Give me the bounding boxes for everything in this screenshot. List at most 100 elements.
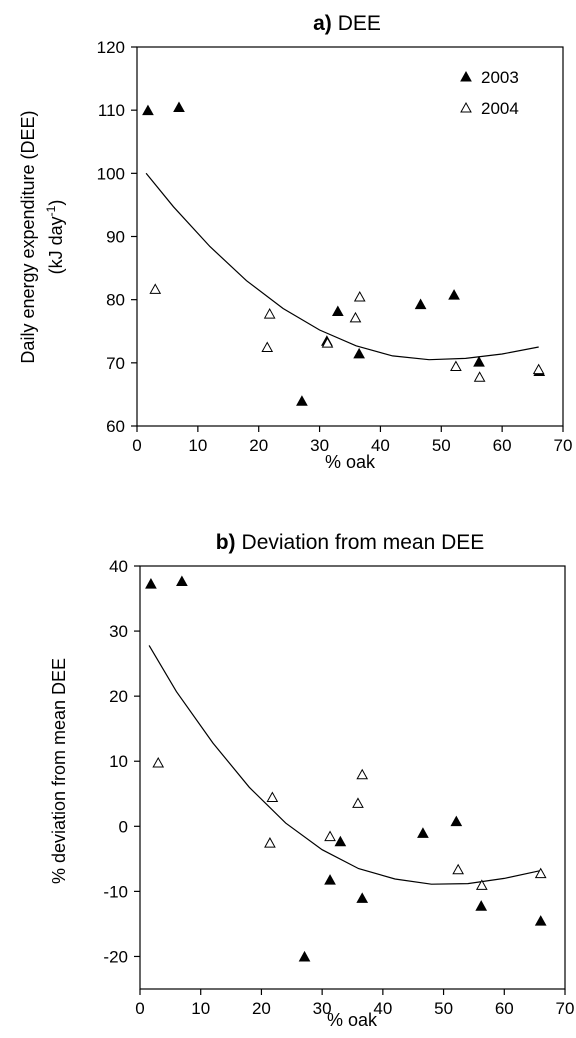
y-tick-label: 60: [106, 417, 125, 436]
data-point-2004: [450, 360, 462, 371]
panel-b-points: [145, 575, 547, 962]
data-point-2004: [473, 371, 486, 382]
data-point-2004: [264, 837, 276, 848]
data-point-2003: [173, 101, 185, 113]
panel-a-ticks: [131, 46, 564, 432]
panel-a-x-axis-label: % oak: [325, 452, 376, 472]
panel-a-title: a) DEE: [313, 12, 381, 35]
x-tick-label: 10: [188, 436, 207, 455]
panel-a-y-label-unit-pre: (kJ day: [46, 216, 66, 274]
x-tick-label: 60: [493, 436, 512, 455]
data-point-2004: [356, 768, 369, 780]
y-tick-label: 30: [109, 622, 128, 641]
data-point-2003: [475, 900, 488, 911]
x-tick-label: 60: [495, 999, 514, 1018]
legend-item-2003: 2003: [460, 68, 519, 87]
panel-a-y-tick-labels: 60 70 80 90 100 110 120: [97, 38, 125, 436]
x-tick-label: 20: [252, 999, 271, 1018]
panel-a-x-tick-labels: 0 10 20 30 40 50 60 70: [132, 436, 572, 455]
panel-a-fit-curve: [145, 172, 539, 361]
x-tick-label: 30: [310, 436, 329, 455]
data-point-2003: [324, 874, 336, 885]
x-tick-label: 0: [135, 999, 144, 1018]
data-point-2004: [349, 311, 362, 323]
data-point-2003: [417, 827, 429, 838]
y-tick-label: 80: [106, 291, 125, 310]
y-tick-label: 120: [97, 38, 125, 57]
panel-a-title-text: DEE: [338, 12, 381, 35]
legend-label-2003: 2003: [481, 68, 519, 87]
data-point-2004: [534, 867, 547, 879]
data-point-2003: [534, 915, 547, 926]
y-tick-label: 20: [109, 687, 128, 706]
data-point-2004: [532, 363, 545, 375]
x-tick-label: 40: [373, 999, 392, 1018]
panel-b-y-tick-labels: -20 -10 0 10 20 30 40: [103, 557, 128, 966]
panel-b-fit-curve: [148, 645, 541, 885]
data-point-2004: [324, 830, 336, 842]
x-tick-label: 10: [191, 999, 210, 1018]
data-point-2003: [142, 104, 154, 116]
data-point-2003: [450, 815, 463, 827]
y-tick-label: -20: [103, 947, 128, 966]
data-point-2003: [145, 578, 157, 589]
legend-marker-2004: [460, 101, 472, 113]
panel-b-title-prefix: b): [216, 531, 236, 554]
legend-item-2004: 2004: [460, 99, 519, 118]
y-tick-label: 0: [119, 817, 128, 836]
data-point-2003: [331, 305, 344, 317]
panel-b-title-text: Deviation from mean DEE: [242, 531, 485, 554]
x-tick-label: 70: [554, 436, 573, 455]
data-point-2004: [321, 337, 334, 348]
panel-a-y-axis-label-line1: Daily energy expenditure (DEE): [18, 110, 38, 363]
data-point-2004: [263, 308, 276, 319]
data-point-2004: [152, 757, 165, 768]
legend-label-2004: 2004: [481, 99, 519, 118]
data-point-2003: [334, 835, 347, 847]
data-point-2003: [356, 892, 369, 903]
panel-a-y-label-unit-post: ): [46, 200, 66, 206]
panel-a-title-prefix: a): [313, 12, 332, 35]
panel-a-legend: 2003 2004: [460, 68, 519, 118]
data-point-2003: [414, 298, 427, 310]
x-tick-label: 50: [432, 436, 451, 455]
x-tick-label: 20: [249, 436, 268, 455]
x-tick-label: 40: [371, 436, 390, 455]
data-point-2004: [149, 283, 162, 294]
x-tick-label: 50: [434, 999, 453, 1018]
panel-b-deviation: b) Deviation from mean DEE 0 10 20 30 40 50 60 7…: [49, 531, 574, 1030]
panel-b-plot-frame: [139, 565, 566, 990]
y-tick-label: 70: [106, 354, 125, 373]
legend-marker-2003: [460, 70, 472, 82]
data-point-2004: [452, 863, 464, 875]
y-tick-label: 100: [97, 164, 125, 183]
y-tick-label: -10: [103, 882, 128, 901]
data-point-2003: [296, 395, 308, 406]
panel-a-y-label-unit-sup: -1: [44, 205, 58, 216]
panel-a-dee: a) DEE 0 10 20 30 40 50 60 70 60708090100110120 …: [18, 12, 572, 472]
x-tick-label: 0: [132, 436, 141, 455]
panel-a-points: [142, 101, 546, 406]
data-point-2004: [352, 797, 364, 808]
y-tick-label: 90: [106, 228, 125, 247]
data-point-2003: [473, 356, 485, 367]
data-point-2003: [176, 575, 188, 586]
data-point-2004: [266, 791, 279, 803]
panel-b-ticks: [134, 565, 566, 995]
panel-b-x-tick-labels: 0 10 20 30 40 50 60 70: [135, 999, 574, 1018]
panel-b-y-axis-label: % deviation from mean DEE: [49, 658, 69, 884]
panel-b-x-axis-label: % oak: [327, 1010, 378, 1030]
data-point-2003: [298, 950, 311, 962]
panel-a-y-axis-label-line2: (kJ day-1): [44, 200, 66, 275]
y-tick-label: 40: [109, 557, 128, 576]
y-tick-label: 110: [98, 101, 125, 120]
data-point-2004: [353, 290, 366, 302]
data-point-2004: [475, 879, 488, 890]
panel-b-title: b) Deviation from mean DEE: [216, 531, 485, 554]
data-point-2003: [353, 347, 365, 359]
y-tick-label: 10: [109, 752, 128, 771]
x-tick-label: 70: [556, 999, 575, 1018]
x-tick-label: 30: [313, 999, 332, 1018]
